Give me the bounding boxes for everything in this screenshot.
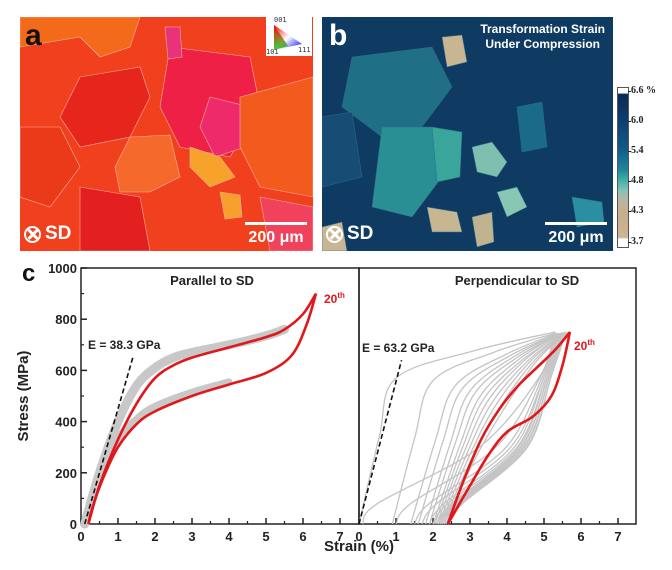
- prior-cycle-curve-8: [436, 331, 563, 525]
- x-tick-label-0-0: 0: [77, 529, 84, 544]
- panel-label-a: a: [25, 19, 42, 52]
- panel-label-b: b: [329, 19, 348, 52]
- x-tick-label-1-7: 7: [614, 529, 621, 544]
- cycle-label-perp-num: 20: [574, 339, 588, 353]
- prior-cycle-curve-5: [428, 332, 561, 525]
- strain-colorbar: [617, 87, 629, 248]
- x-tick-label-0-3: 3: [188, 529, 195, 544]
- ipf-111-label: 111: [298, 46, 311, 54]
- subplot-frame-0: [80, 267, 360, 525]
- prior-cycle-curve-0: [358, 331, 556, 525]
- x-axis-label: Strain (%): [324, 538, 394, 555]
- y-tick-label-600: 600: [55, 363, 77, 378]
- x-tick-label-1-0: 0: [355, 529, 362, 544]
- strain-map-panel-b: b Transformation Strain Under Compressio…: [322, 17, 613, 251]
- cycle-label-parallel-num: 20: [324, 292, 338, 306]
- cycle-20-loading-0: [87, 292, 318, 525]
- y-axis-label: Stress (MPa): [15, 351, 32, 442]
- panel-b-title-line1: Transformation Strain: [480, 22, 605, 36]
- colorbar-tick-6.0: 6.0: [628, 115, 644, 126]
- modulus-annotation-perpendicular: E = 63.2 GPa: [362, 341, 435, 355]
- x-tick-label-1-4: 4: [503, 529, 511, 544]
- sd-direction-marker: SD: [24, 223, 71, 245]
- cycle-20-loading-1: [446, 331, 571, 525]
- prior-cycle-curve-2: [410, 332, 558, 525]
- into-page-icon: [24, 225, 41, 243]
- x-tick-label-1-1: 1: [392, 529, 399, 544]
- sd-direction-marker-b: SD: [326, 223, 373, 245]
- modulus-dashed-line-0: [83, 357, 134, 525]
- scale-bar-label: 200 μm: [248, 229, 304, 246]
- panel-b-title-line2: Under Compression: [485, 37, 600, 51]
- x-tick-label-1-6: 6: [577, 529, 584, 544]
- y-tick-label-800: 800: [55, 312, 77, 327]
- panel-label-c: c: [22, 260, 35, 287]
- ipf-triangle: [274, 25, 302, 50]
- y-tick-label-0: 0: [70, 517, 77, 532]
- colorbar-tick-4.8: 4.8: [628, 175, 644, 186]
- strain-grain-map: [322, 34, 605, 251]
- scale-bar-line: [245, 222, 307, 225]
- scale-bar: 200 μm: [245, 222, 307, 247]
- modulus-annotation-parallel: E = 38.3 GPa: [88, 338, 161, 352]
- x-tick-label-0-2: 2: [151, 529, 158, 544]
- colorbar-tick-6.6: 6.6 %: [628, 85, 656, 96]
- y-tick-label-200: 200: [55, 466, 77, 481]
- cycle-label-parallel-sup: th: [337, 291, 345, 300]
- x-tick-label-0-5: 5: [262, 529, 269, 544]
- prior-cycle-curve-4: [424, 332, 560, 525]
- prior-cycle-curve-9: [437, 331, 565, 525]
- colorbar-tick-3.7: 3.7: [628, 236, 644, 247]
- cycle-label-parallel: 20th: [324, 291, 345, 306]
- scale-bar-label-b: 200 μm: [548, 229, 604, 246]
- prior-cycle-unload-4: [428, 333, 560, 525]
- cycle-label-perpendicular: 20th: [574, 338, 595, 353]
- panel-b-title: Transformation Strain Under Compression: [480, 22, 605, 52]
- x-tick-label-1-5: 5: [540, 529, 547, 544]
- ipf-001-label: 001: [274, 16, 287, 24]
- x-tick-label-0-7: 7: [336, 529, 343, 544]
- x-tick-label-0-1: 1: [114, 529, 121, 544]
- prior-cycle-curve-1: [391, 332, 556, 525]
- into-page-icon: [326, 225, 343, 243]
- cycle-20-unloading-0: [87, 293, 318, 525]
- scale-bar-b: 200 μm: [545, 222, 607, 247]
- colorbar-tick-4.3: 4.3: [628, 205, 644, 216]
- ebsd-ipf-map-panel-a: a SD 200 μm: [20, 17, 313, 251]
- sd-label-b: SD: [347, 223, 374, 244]
- prior-cycle-curve-10: [439, 332, 565, 525]
- modulus-dashed-line-1: [358, 359, 403, 525]
- y-tick-label-1000: 1000: [48, 261, 77, 276]
- prior-cycles-band-upper-0: [80, 324, 289, 529]
- subplot-title-parallel: Parallel to SD: [170, 273, 254, 288]
- colorbar-tick-5.4: 5.4: [628, 145, 644, 156]
- ipf-101-label: 101: [266, 48, 279, 56]
- ipf-color-key: 001 101 111: [266, 16, 312, 56]
- cycle-label-perp-sup: th: [587, 338, 595, 347]
- sd-label: SD: [45, 223, 72, 244]
- x-tick-label-1-2: 2: [429, 529, 436, 544]
- prior-cycle-curve-3: [417, 332, 560, 525]
- x-tick-label-1-3: 3: [466, 529, 473, 544]
- y-tick-label-400: 400: [55, 415, 77, 430]
- subplot-title-perpendicular: Perpendicular to SD: [455, 273, 579, 288]
- scale-bar-line-b: [545, 222, 607, 225]
- x-tick-label-0-6: 6: [299, 529, 306, 544]
- prior-cycle-curve-7: [434, 332, 563, 525]
- x-tick-label-0-4: 4: [225, 529, 233, 544]
- subplot-frame-1: [358, 267, 637, 525]
- prior-cycle-unload-1: [395, 333, 556, 525]
- cycle-20-unloading-1: [446, 331, 572, 525]
- prior-cycle-curve-6: [432, 332, 561, 525]
